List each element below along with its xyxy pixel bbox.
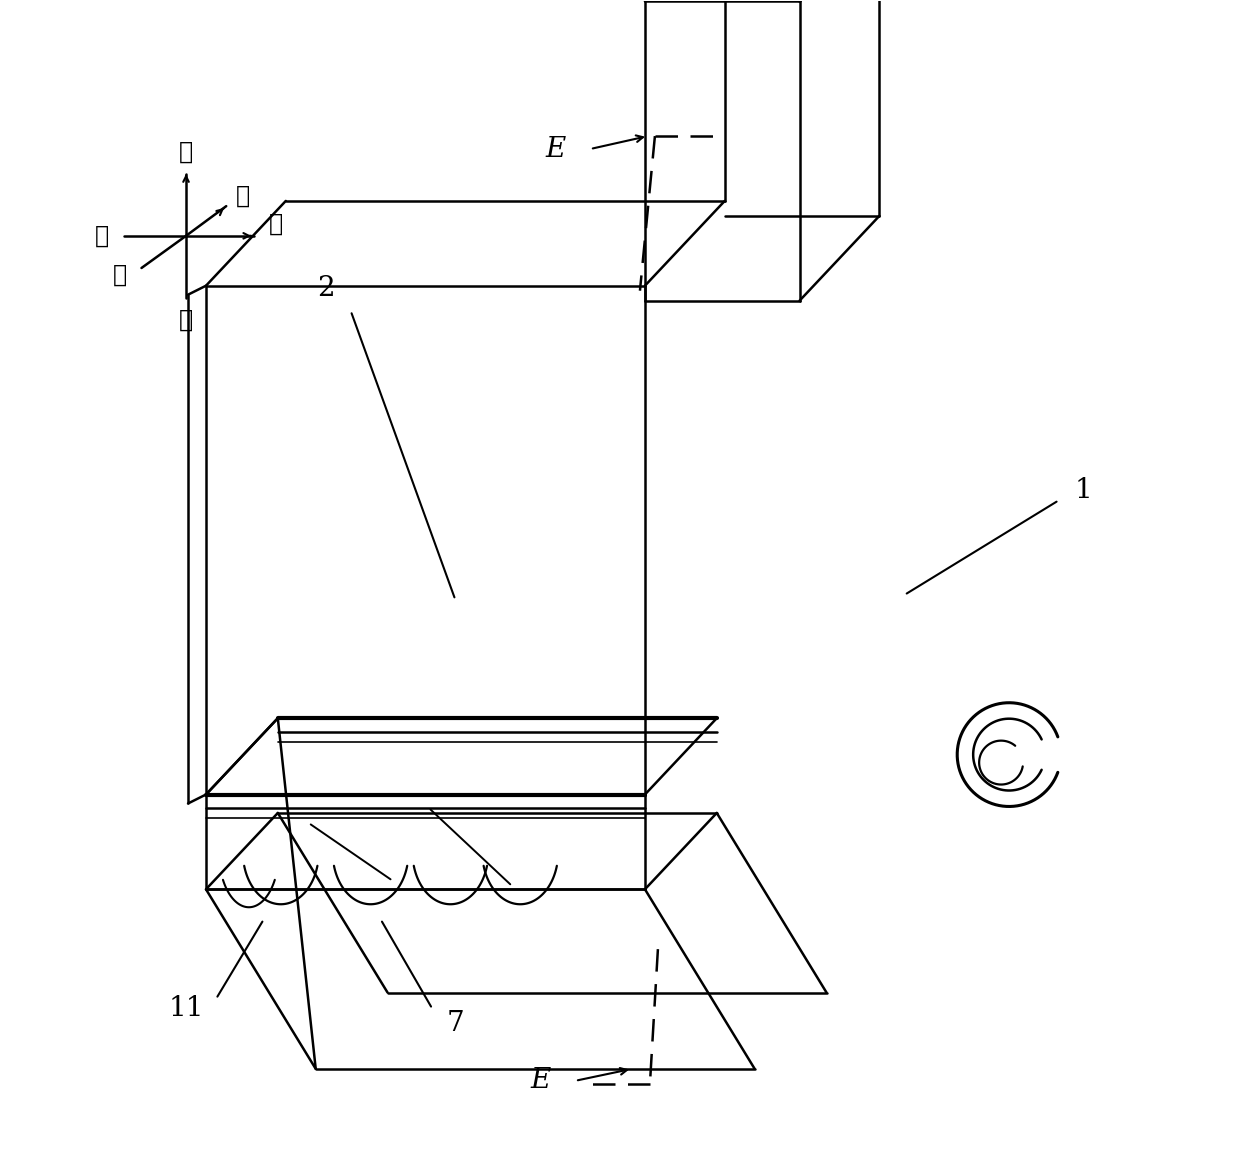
Text: 2: 2 — [317, 275, 335, 302]
Text: 7: 7 — [446, 1011, 464, 1038]
Text: 前: 前 — [113, 263, 128, 286]
Text: 右: 右 — [269, 211, 283, 236]
Text: 后: 后 — [236, 183, 249, 208]
Text: 上: 上 — [179, 140, 193, 164]
Text: 下: 下 — [179, 308, 193, 331]
Text: 1: 1 — [1075, 477, 1092, 504]
Text: 左: 左 — [95, 224, 109, 248]
Text: E: E — [546, 135, 565, 162]
Text: 11: 11 — [169, 996, 203, 1023]
Text: E: E — [529, 1067, 551, 1094]
